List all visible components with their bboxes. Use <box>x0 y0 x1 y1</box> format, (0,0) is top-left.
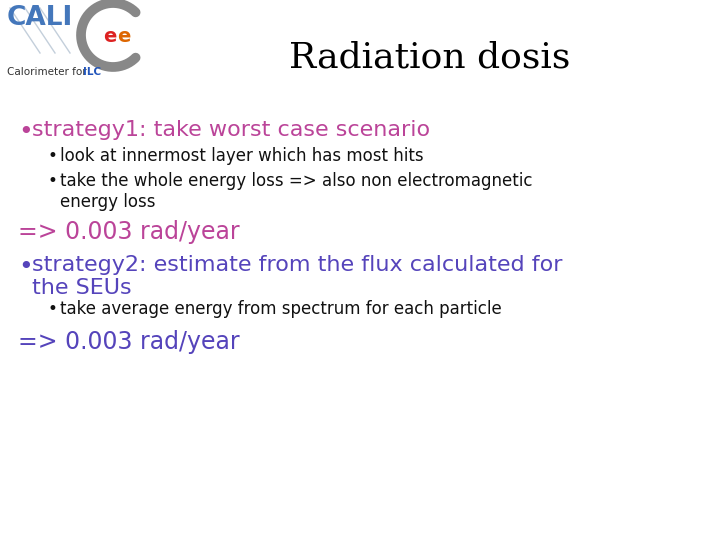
Text: take average energy from spectrum for each particle: take average energy from spectrum for ea… <box>60 300 502 318</box>
Text: strategy2: estimate from the flux calculated for
the SEUs: strategy2: estimate from the flux calcul… <box>32 255 562 298</box>
Text: •: • <box>18 120 32 144</box>
Text: e: e <box>117 27 130 46</box>
Text: look at innermost layer which has most hits: look at innermost layer which has most h… <box>60 147 423 165</box>
Text: ILC: ILC <box>83 67 101 77</box>
Text: Radiation dosis: Radiation dosis <box>289 40 571 74</box>
Text: •: • <box>18 255 32 279</box>
Text: => 0.003 rad/year: => 0.003 rad/year <box>18 220 240 244</box>
Text: •: • <box>48 172 58 190</box>
Text: strategy1: take worst case scenario: strategy1: take worst case scenario <box>32 120 430 140</box>
Text: e: e <box>103 27 117 46</box>
Text: CALI: CALI <box>7 5 73 31</box>
Text: take the whole energy loss => also non electromagnetic
energy loss: take the whole energy loss => also non e… <box>60 172 533 211</box>
Text: •: • <box>48 300 58 318</box>
Text: •: • <box>48 147 58 165</box>
Text: => 0.003 rad/year: => 0.003 rad/year <box>18 330 240 354</box>
Text: Calorimeter for: Calorimeter for <box>7 67 90 77</box>
